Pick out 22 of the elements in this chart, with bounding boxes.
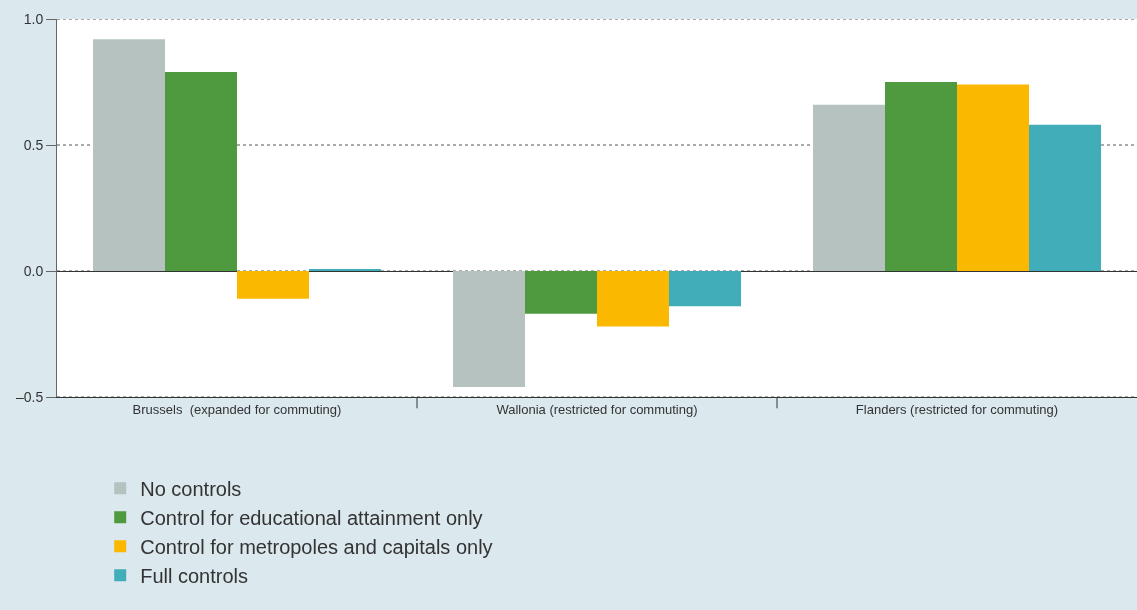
legend-label: No controls xyxy=(140,478,242,501)
x-tick-label: Flanders (restricted for commuting) xyxy=(855,401,1059,417)
y-tick-label: –0.5 xyxy=(15,388,44,405)
bar xyxy=(957,84,1029,271)
legend-label: Control for metropoles and capitals only xyxy=(140,536,493,559)
bar xyxy=(597,271,669,327)
y-tick-label: 1.0 xyxy=(23,10,44,27)
bar xyxy=(165,71,237,271)
legend-label: Full controls xyxy=(140,565,249,588)
bar xyxy=(453,271,525,387)
bar xyxy=(93,39,165,271)
bar xyxy=(525,271,597,314)
x-tick-label: Wallonia (restricted for commuting) xyxy=(496,401,698,417)
bar xyxy=(1029,124,1101,271)
bar xyxy=(237,271,309,299)
x-tick-label: Brussels (expanded for commuting) xyxy=(132,401,342,417)
legend-label: Control for educational attainment only xyxy=(140,507,483,530)
y-tick-label: 0.5 xyxy=(23,136,44,153)
bar xyxy=(669,271,741,307)
bar xyxy=(813,104,885,271)
bar xyxy=(885,82,957,271)
y-tick-label: 0.0 xyxy=(23,262,44,279)
